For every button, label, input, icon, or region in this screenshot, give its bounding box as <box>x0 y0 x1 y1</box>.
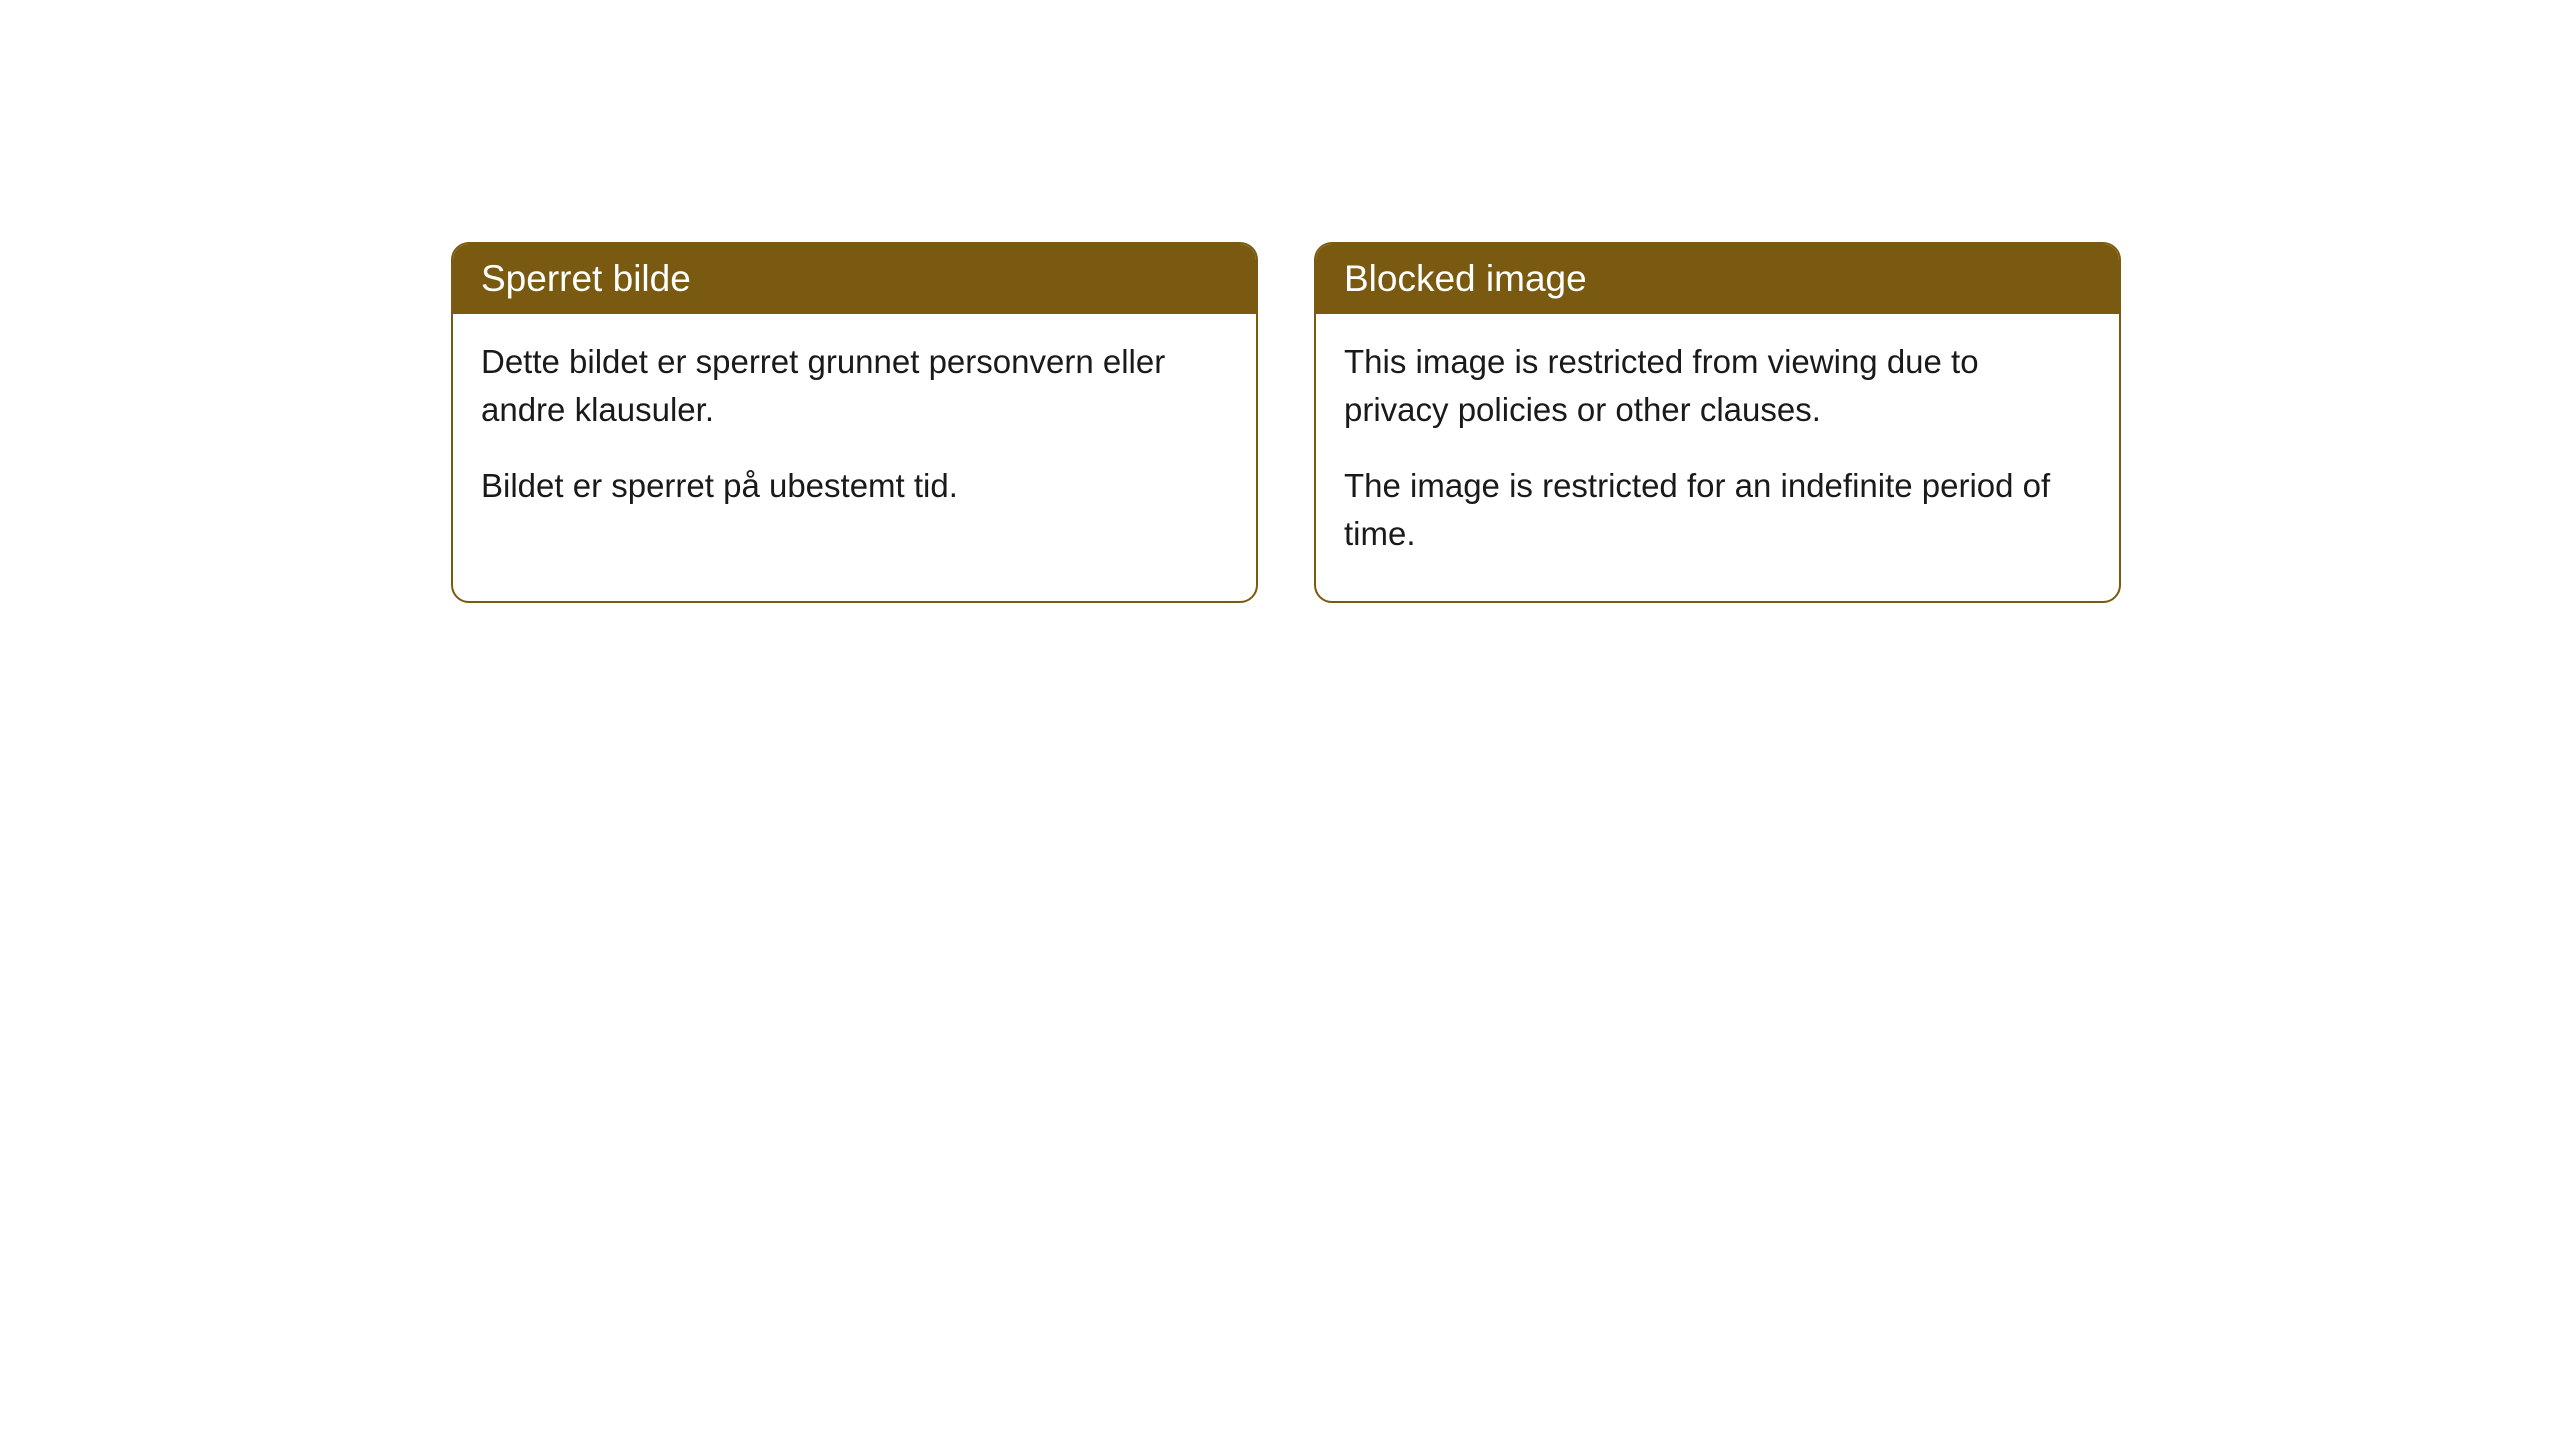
notice-paragraph: The image is restricted for an indefinit… <box>1344 462 2091 558</box>
notice-body-norwegian: Dette bildet er sperret grunnet personve… <box>453 314 1256 554</box>
notice-header-english: Blocked image <box>1316 244 2119 314</box>
notice-card-norwegian: Sperret bilde Dette bildet er sperret gr… <box>451 242 1258 603</box>
notice-paragraph: This image is restricted from viewing du… <box>1344 338 2091 434</box>
notice-container: Sperret bilde Dette bildet er sperret gr… <box>451 242 2121 603</box>
notice-header-norwegian: Sperret bilde <box>453 244 1256 314</box>
notice-paragraph: Bildet er sperret på ubestemt tid. <box>481 462 1228 510</box>
notice-body-english: This image is restricted from viewing du… <box>1316 314 2119 601</box>
notice-card-english: Blocked image This image is restricted f… <box>1314 242 2121 603</box>
notice-paragraph: Dette bildet er sperret grunnet personve… <box>481 338 1228 434</box>
